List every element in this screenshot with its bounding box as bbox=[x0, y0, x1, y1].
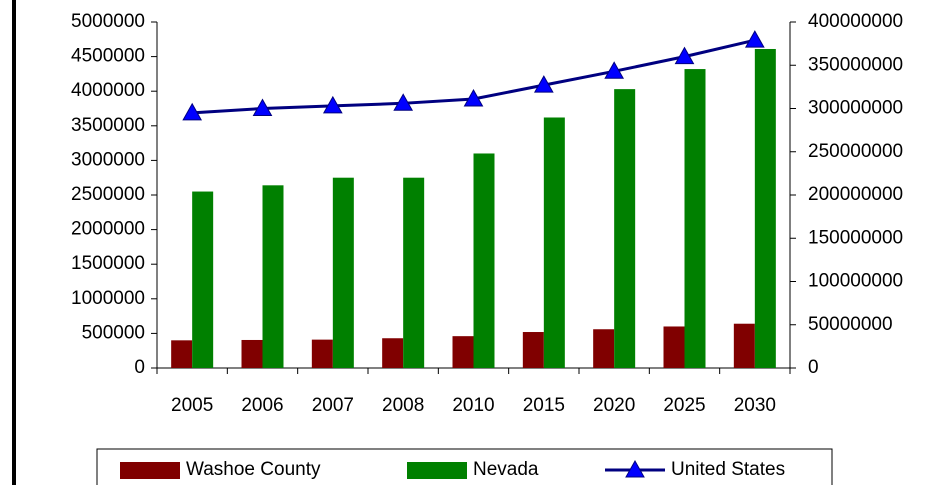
bar bbox=[311, 339, 333, 368]
marker bbox=[322, 95, 343, 114]
y2-tick-label: 200000000 bbox=[808, 184, 903, 205]
x-tick-label: 2020 bbox=[593, 395, 635, 416]
bar bbox=[663, 326, 685, 368]
marker bbox=[463, 88, 484, 107]
x-tick-label: 2005 bbox=[171, 395, 213, 416]
x-tick-label: 2007 bbox=[312, 395, 354, 416]
y-tick-label: 5000000 bbox=[71, 11, 145, 32]
legend-swatch bbox=[120, 462, 180, 479]
bar bbox=[473, 153, 495, 368]
bar bbox=[452, 336, 474, 368]
y-tick-label: 2000000 bbox=[71, 219, 145, 240]
bar bbox=[754, 48, 776, 368]
y-tick-label: 4000000 bbox=[71, 80, 145, 101]
legend-swatch bbox=[407, 462, 467, 479]
marker bbox=[674, 46, 695, 65]
bar bbox=[543, 117, 565, 368]
marker bbox=[604, 61, 625, 79]
frame-edge bbox=[12, 0, 16, 485]
legend-swatch bbox=[625, 459, 645, 478]
y-tick-label: 3500000 bbox=[71, 115, 145, 136]
x-tick-label: 2025 bbox=[663, 395, 705, 416]
marker bbox=[533, 75, 554, 93]
legend-label: Nevada bbox=[473, 459, 539, 480]
x-tick-label: 2015 bbox=[523, 395, 565, 416]
marker bbox=[182, 102, 203, 121]
bar bbox=[382, 338, 404, 368]
y-tick-label: 2500000 bbox=[71, 184, 145, 205]
bar bbox=[332, 177, 354, 368]
x-tick-label: 2010 bbox=[452, 395, 494, 416]
legend-label: United States bbox=[671, 459, 785, 480]
y2-tick-label: 300000000 bbox=[808, 98, 903, 119]
bar bbox=[241, 339, 263, 368]
y2-tick-label: 50000000 bbox=[808, 314, 893, 335]
bar bbox=[522, 332, 544, 368]
marker bbox=[393, 93, 414, 111]
y2-tick-label: 400000000 bbox=[808, 11, 903, 32]
y2-tick-label: 100000000 bbox=[808, 271, 903, 292]
y2-tick-label: 350000000 bbox=[808, 54, 903, 75]
marker bbox=[744, 30, 765, 48]
y2-tick-label: 0 bbox=[808, 357, 819, 378]
y2-tick-label: 150000000 bbox=[808, 227, 903, 248]
y-tick-label: 1500000 bbox=[71, 253, 145, 274]
x-tick-label: 2006 bbox=[241, 395, 283, 416]
bar bbox=[171, 340, 193, 368]
y-tick-label: 0 bbox=[134, 357, 145, 378]
marker bbox=[252, 98, 273, 116]
bar bbox=[684, 69, 706, 368]
legend-label: Washoe County bbox=[186, 459, 321, 480]
y-tick-label: 3000000 bbox=[71, 149, 145, 170]
bar bbox=[262, 185, 284, 368]
bar bbox=[192, 191, 214, 368]
x-tick-label: 2008 bbox=[382, 395, 424, 416]
y2-tick-label: 250000000 bbox=[808, 141, 903, 162]
bar bbox=[614, 89, 636, 369]
x-tick-label: 2030 bbox=[734, 395, 776, 416]
bar bbox=[403, 177, 425, 368]
y-tick-label: 500000 bbox=[82, 322, 145, 343]
y-tick-label: 1000000 bbox=[71, 288, 145, 309]
bar bbox=[593, 329, 615, 368]
bar bbox=[733, 323, 755, 368]
y-tick-label: 4500000 bbox=[71, 46, 145, 67]
